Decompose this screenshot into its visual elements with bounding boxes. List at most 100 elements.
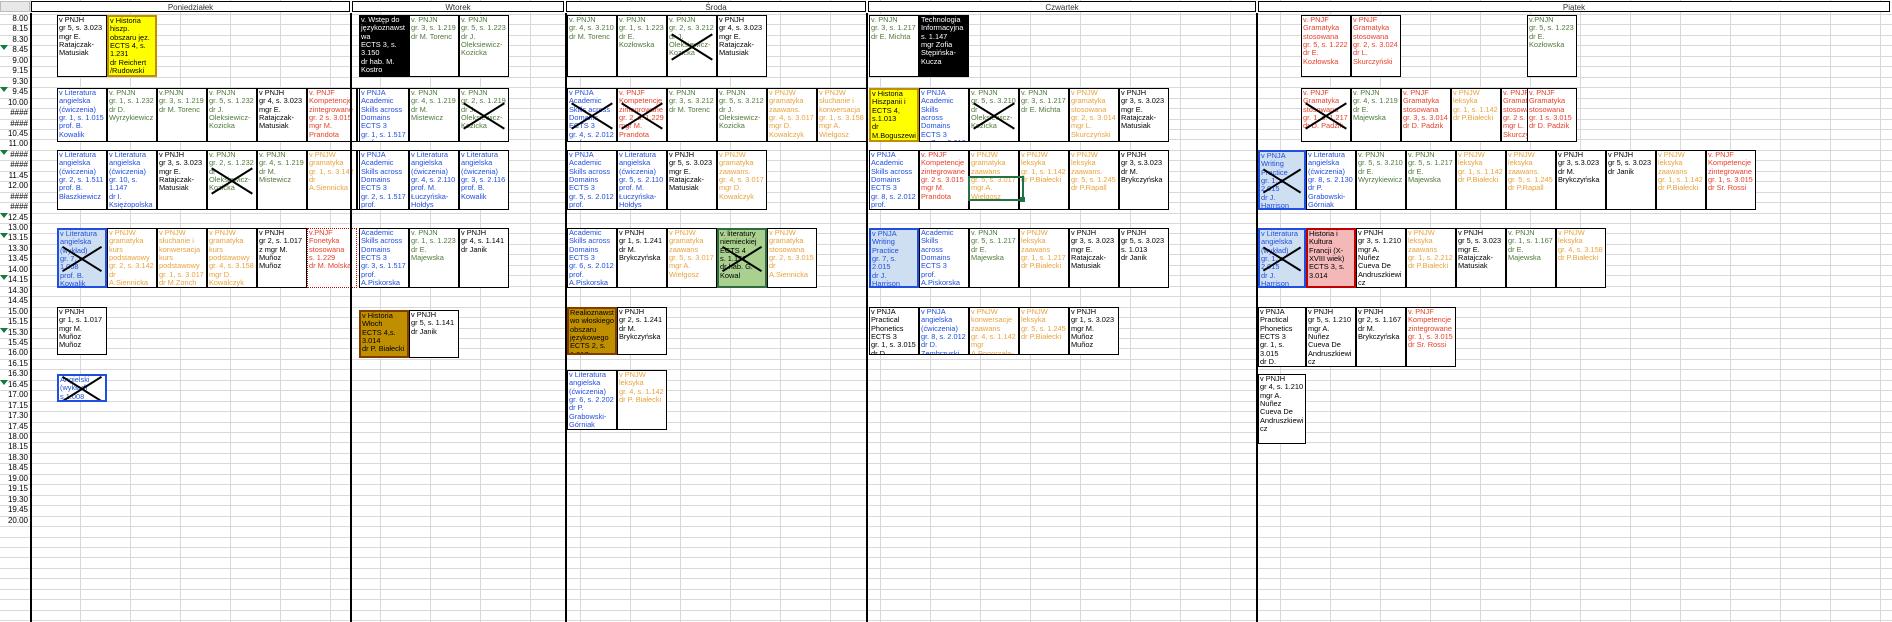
- event-cell[interactable]: v PNJH gr 1, s. 1.241 dr M. Brykczyńska: [617, 228, 667, 288]
- event-cell[interactable]: v PNJW leksyka gr. 5, s. 1.245 dr P.Białeck…: [1019, 307, 1069, 355]
- event-cell[interactable]: v. PNJN gr. 3, s. 1.217 dr E. Michta: [869, 15, 919, 77]
- event-cell[interactable]: v. PNJN gr. 1, s. 1.232 dr D. Wyrzykiewicz: [107, 88, 157, 142]
- event-cell[interactable]: v PNJH gr 5, s. 3.023 s. 1.013 dr Janik: [1119, 228, 1169, 288]
- event-cell[interactable]: v. PNJF Gramatyka stosowana gr. 5, s. 1.222…: [1301, 15, 1351, 77]
- event-cell[interactable]: v PNJA Academic Skills across Domains ECTS 3…: [567, 88, 617, 142]
- event-cell[interactable]: v PNJW leksyka gr. 4, s. 3.158 dr P.Białeck…: [1556, 228, 1606, 288]
- event-cell[interactable]: v PNJH gr 5, s. 1.141 dr Janik: [409, 310, 459, 358]
- event-cell[interactable]: v PNJW gramatyka zaawans gr. 5, s. 3.017 mgr…: [667, 228, 717, 288]
- event-cell[interactable]: v PNJH gr 5, s. 3.023 mgr E. Ratajczak- Matu…: [1456, 228, 1506, 288]
- event-cell[interactable]: v PNJA Writing Practice gr. 1, s. 2.015 dr J…: [1258, 150, 1306, 210]
- event-cell[interactable]: v PNJW gramatyka stosowana gr. 2, s. 3.015 d…: [767, 228, 817, 288]
- event-cell[interactable]: v. PNJF Kompetencje zintegrowane gr. 2 s. 3…: [919, 150, 969, 210]
- event-cell[interactable]: v PNJW leksyka zaawans gr. 1, s. 2.212 dr P.…: [1406, 228, 1456, 288]
- event-cell[interactable]: v. PNJN gr. 4, s. 1.219 dr M. Mistewicz: [409, 88, 459, 142]
- event-cell[interactable]: v Literatura angielska (ćwiczenia) gr. 3, s…: [459, 150, 509, 210]
- event-cell[interactable]: v. PNJN gr. 1, s. 1.223 dr E. Majewska: [409, 228, 459, 288]
- event-cell[interactable]: Angielski (wykład) s.1.008: [57, 374, 107, 402]
- event-cell[interactable]: v. PNJN gr. 2, s. 1.219 dr J. Oleksiewicz- K…: [459, 88, 509, 142]
- event-cell[interactable]: v PNJH gr 2, s. 1.241 dr M. Brykczyńska: [617, 307, 667, 355]
- event-cell[interactable]: v. PNJF Kompetencje zintegrowane gr. 1, s. …: [1406, 307, 1456, 367]
- event-cell[interactable]: v. PNJF Kompetencje zintegrowane gr. 1, s. …: [1706, 150, 1756, 210]
- event-cell[interactable]: v. PNJN gr. 5, s. 3.210 dr Oleksiewicz- Kozi…: [969, 88, 1019, 142]
- event-cell[interactable]: v PNJH gr 5, s. 3.023 mgr E. Ratajczak- Matu…: [57, 15, 107, 77]
- event-cell[interactable]: v PNJH gr 1, s. 3.023 mgr M. Muñoz Muñoz: [1069, 307, 1119, 355]
- event-cell[interactable]: Academic Skills across Domains ECTS 3 gr. 6,…: [567, 228, 617, 288]
- event-cell[interactable]: v PNJH gr 2, s. 1.167 dr M. Brykczyńska: [1356, 307, 1406, 367]
- event-cell[interactable]: v PNJW leksyka zaawans. gr. 5, s. 1.245 dr P…: [1506, 150, 1556, 210]
- event-cell[interactable]: v PNJW leksyka gr. 1, s. 1.142 dr P.Białeck…: [1456, 150, 1506, 210]
- event-cell[interactable]: Academic Skills across Domains ECTS 3 gr. 3,…: [359, 228, 409, 288]
- event-cell[interactable]: v PNJH gr 3, s. 3.023 mgr E. Ratajczak- Matu…: [1069, 228, 1119, 288]
- event-cell[interactable]: v. PNJN gr. 5, s. 1.232 dr J. Oleksiewicz- K…: [207, 88, 257, 142]
- event-cell[interactable]: v Literatura angielska (wykład) gr. 7, s. 1…: [57, 228, 107, 288]
- event-cell[interactable]: v Literatura angielska (ćwiczenia) gr. 6, s…: [567, 370, 617, 430]
- event-cell[interactable]: v. PNJN gr. 4, s. 1.219 dr M. Mistewicz: [257, 150, 307, 210]
- event-cell[interactable]: v PNJH gr 1, s. 1.017 mgr M. Muñoz Muñoz: [57, 307, 107, 355]
- event-cell[interactable]: v PNJW gramatyka zaawans. gr. 4, s. 3.017 mg…: [767, 88, 817, 142]
- event-cell[interactable]: v PNJA Practical Phonetics ECTS 3 gr. 1, s. …: [1258, 307, 1306, 367]
- event-cell[interactable]: v PNJH gr 3, s. 3.023 mgr E. Ratajczak- Matu…: [157, 150, 207, 210]
- event-cell[interactable]: v PNJH gr 3, s. 1.210 mgr A. Nuñez Cueva De A…: [1356, 228, 1406, 288]
- event-cell[interactable]: v. PNJN gr. 2, s. 3.212 dr J. Oleksiewicz- K…: [667, 15, 717, 77]
- fill-handle[interactable]: [1020, 197, 1025, 202]
- event-cell[interactable]: Historia i Kultura Francji (X- XVIII wiek) E…: [1306, 228, 1356, 288]
- event-cell[interactable]: v. PNJN gr. 1, s. 1.223 dr E. Kozłowska: [617, 15, 667, 77]
- event-cell[interactable]: v PNJW gramatyka gr. 1, s. 3.142 dr A.Sienni…: [307, 150, 357, 210]
- event-cell[interactable]: v Historia Włoch ECTS 4,s. 3.014 dr P. Bia…: [359, 310, 409, 358]
- event-cell[interactable]: v Historia Hiszpanii i ECTS 4, s.1.013 dr M.…: [869, 88, 919, 142]
- event-cell[interactable]: v PNJH gr 4, s. 3.023 mgr E. Ratajczak- Matu…: [257, 88, 307, 142]
- event-cell[interactable]: Academic Skills across Domains ECTS 3 prof.…: [919, 228, 969, 288]
- event-cell[interactable]: v.PNJN gr. 3, s. 1.219 dr M. Torenc: [157, 88, 207, 142]
- event-cell[interactable]: v PNJH gr 3, s.3.023 dr M. Brykczyńska: [1119, 150, 1169, 210]
- event-cell[interactable]: Realioznawstwo włoskiego obszaru językoweg…: [567, 307, 617, 355]
- event-cell[interactable]: v PNJH gr 2, s. 1.017 z mgr M. Muñoz Muñoz: [257, 228, 307, 288]
- event-cell[interactable]: v. PNJN gr. 4, s. 3.210 dr M. Torenc: [567, 15, 617, 77]
- event-cell[interactable]: v PNJH gr 5, s. 3.023 dr Janik: [1606, 150, 1656, 210]
- event-cell[interactable]: v. PNJF Gramatyka stosowana gr. 1 s. 3.015 d…: [1527, 88, 1577, 142]
- event-cell[interactable]: v. PNJN gr. 4, s. 1.219 dr E. Majewska: [1351, 88, 1401, 142]
- event-cell[interactable]: v. PNJN gr. 5, s. 3.212 dr J. Oleksiewicz- K…: [717, 88, 767, 142]
- event-cell[interactable]: v PNJH gr 3, s.3.023 dr M. Brykczyńska: [1556, 150, 1606, 210]
- event-cell[interactable]: Technologia Informacyjna s. 1.147 mgr Zofia…: [919, 15, 969, 77]
- event-cell[interactable]: v PNJW konwersacje zaawans gr. 4, s. 1.142 m…: [969, 307, 1019, 355]
- event-cell[interactable]: v PNJA Academic Skills across Domains ECTS 3…: [359, 150, 409, 210]
- event-cell[interactable]: v PNJH gr 5, s. 1.210 mgr A. Nuñez Cueva De A…: [1306, 307, 1356, 367]
- event-cell[interactable]: v PNJW gramatyka kurs podstawowy gr. 4, s. 3…: [207, 228, 257, 288]
- event-cell[interactable]: v PNJA Academic Skills across Domains ECTS …: [919, 88, 969, 142]
- event-cell[interactable]: v. PNJN gr. 1, s. 1.167 dr E. Majewska: [1506, 228, 1556, 288]
- event-cell[interactable]: v PNJW leksyka zaawans. gr. 5, s. 1.245 dr P…: [1069, 150, 1119, 210]
- event-cell[interactable]: v PNJA Practical Phonetics ECTS 3 gr. 1, s. …: [869, 307, 919, 355]
- event-cell[interactable]: v Literatura angielska (ćwiczenia) gr. 8, s…: [1306, 150, 1356, 210]
- event-cell[interactable]: v PNJH gr 4, s. 3.023 mgr E. Ratajczak- Matu…: [717, 15, 767, 77]
- event-cell[interactable]: v PNJA angielska (ćwiczenia) gr. 8, s. 2.01…: [919, 307, 969, 355]
- cell-selection-box[interactable]: [968, 176, 1025, 202]
- event-cell[interactable]: v. literatury niemieckiej ECTS 4 s. 1.151 d…: [717, 228, 767, 288]
- event-cell[interactable]: v Literatura angielska (ćwiczenia) gr. 5, s…: [617, 150, 667, 210]
- event-cell[interactable]: v. PNJF Kompetencje zintegrowane gr. 2 s. 3…: [307, 88, 357, 142]
- event-cell[interactable]: v. PNJF Gramatyka stosowana gr. 3, s. 3.014…: [1401, 88, 1451, 142]
- event-cell[interactable]: v PNJA Academic Skills across Domains ECTS 3…: [359, 88, 409, 142]
- event-cell[interactable]: v. PNJF Gramatyka stosowana gr. 1, s. 1.217…: [1301, 88, 1351, 142]
- event-cell[interactable]: v PNJW gramatyka kurs podstawowy gr. 2, s. 3…: [107, 228, 157, 288]
- event-cell[interactable]: v Literatura angielska (ćwiczenia) gr. 4, s…: [409, 150, 459, 210]
- event-cell[interactable]: v. PNJN gr. 3, s. 1.217 dr E. Michta: [1019, 88, 1069, 142]
- event-cell[interactable]: v PNJW leksyka zaawans gr. 1, s. 1.217 dr P.…: [1019, 228, 1069, 288]
- event-cell[interactable]: v PNJW gramatyka zaawans. gr. 4, s. 3.017 mg…: [717, 150, 767, 210]
- event-cell[interactable]: v PNJW leksyka zaawans gr. 1, s. 1.142 dr P.…: [1656, 150, 1706, 210]
- event-cell[interactable]: v Literatura angielska (ćwiczenia) gr. 2, s…: [57, 150, 107, 210]
- event-cell[interactable]: v. Wstęp do językoznawstwa ECTS 3, s. 3.15…: [359, 15, 409, 77]
- event-cell[interactable]: v PNJW słuchanie i konwersacja gr. 1, s. 3.…: [817, 88, 867, 142]
- event-cell[interactable]: v. PNJN gr. 3, s. 3.212 dr M. Torenc: [667, 88, 717, 142]
- event-cell[interactable]: v PNJA Academic Skills across Domains ECTS 3…: [567, 150, 617, 210]
- event-cell[interactable]: v.PNJN gr. 5, s. 1.223 dr E. Kozłowska: [1527, 15, 1577, 77]
- event-cell[interactable]: v Literatura angielska (ćwiczenia) gr. 10, …: [107, 150, 157, 210]
- event-cell[interactable]: v PNJA Writing Practice gr. 7, s. 2.015 dr J…: [869, 228, 919, 288]
- event-cell[interactable]: v PNJH gr 4, s. 1.210 mgr A. Nuñez Cueva De A…: [1258, 374, 1306, 444]
- event-cell[interactable]: v. PNJN gr. 5, s. 3.210 dr E. Wyrzykiewicz: [1356, 150, 1406, 210]
- event-cell[interactable]: v. PNJN gr. 3, s. 1.219 dr M. Torenc: [409, 15, 459, 77]
- event-cell[interactable]: v PNJW gramatyka stosowana gr. 2, s. 3.014 m…: [1069, 88, 1119, 142]
- event-cell[interactable]: v PNJW leksyka gr. 1, s. 1.142 dr P.Białeck…: [1451, 88, 1501, 142]
- event-cell[interactable]: v PNJW słuchanie i konwersacja kurs podstawo…: [157, 228, 207, 288]
